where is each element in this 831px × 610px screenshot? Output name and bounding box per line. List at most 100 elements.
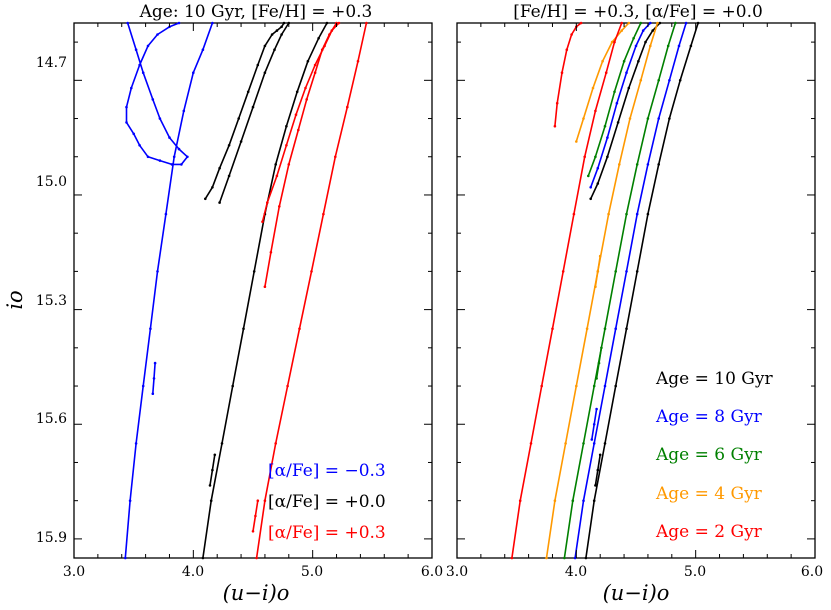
data-point [251,530,255,533]
series-line [264,22,338,287]
series-line [554,22,582,127]
data-point [177,147,181,151]
data-point [570,33,573,36]
data-point [565,48,569,51]
data-point [269,251,273,254]
data-point [635,270,639,273]
data-point [156,33,159,36]
data-point [595,407,598,411]
data-point [634,44,638,48]
data-point [356,59,360,63]
data-point [323,44,326,48]
legend-age-10: Age = 10 Gyr [655,369,773,389]
data-point [158,159,162,162]
data-point [346,105,349,109]
right-panel-title: [Fe/H] = +0.3, [α/Fe] = +0.0 [513,2,763,22]
data-point [270,33,274,36]
data-point [601,59,604,63]
data-point [125,121,128,124]
data-point [677,44,681,48]
data-point [590,438,594,441]
data-point [211,468,214,472]
right-tick-marks [456,23,816,558]
data-point [613,40,616,44]
data-point [644,40,647,44]
data-point [582,499,585,503]
left-y-tick-label: 14.7 [36,55,67,71]
data-point [138,144,141,147]
data-point [625,212,628,216]
left-panel-title: Age: 10 Gyr, [Fe/H] = +0.3 [139,2,373,22]
data-point [616,121,620,124]
data-point [628,117,632,120]
data-point [553,499,557,503]
data-point [151,392,155,396]
data-point [592,499,596,503]
data-point [246,90,250,94]
data-point [625,71,628,74]
legend-age-8: Age = 8 Gyr [655,407,763,427]
left-y-tick-label: 15.3 [36,293,67,309]
data-point [242,327,245,331]
right-x-tick-label: 4.0 [565,564,587,580]
data-point [563,556,566,560]
data-point [668,117,671,120]
data-point [625,327,628,331]
legend-age-2: Age = 2 Gyr [655,522,763,542]
data-point [575,140,578,143]
data-point [666,44,670,48]
data-point [646,163,650,166]
data-point [220,442,224,445]
data-point [651,29,654,32]
data-point [170,163,174,166]
data-point [674,21,677,25]
data-point [313,71,317,74]
series-line [261,22,340,222]
data-point [555,101,559,105]
data-point [132,132,135,136]
data-point [596,182,600,185]
data-point [282,21,286,25]
left-x-tick-label: 4.0 [182,564,204,580]
series-line [124,22,214,559]
series-line [575,22,630,142]
data-point [627,21,631,25]
legend-alpha-zero: [α/Fe] = +0.0 [268,492,386,512]
data-point [252,270,256,273]
data-point [589,186,592,189]
data-point [606,136,609,139]
data-point [239,140,243,143]
data-point [658,21,662,25]
data-point [596,166,600,170]
data-point [186,155,189,159]
data-point [177,21,181,25]
data-point [622,59,626,63]
data-point [141,384,145,388]
data-point [583,155,586,159]
data-point [656,21,659,25]
data-point [678,79,682,82]
data-point [594,285,597,289]
data-point [280,33,283,36]
data-point [153,361,157,365]
data-point [334,155,337,159]
data-point [280,25,283,29]
series-line [204,22,285,200]
series-line [574,22,687,559]
data-point [603,384,607,388]
data-point [613,90,616,94]
data-point [130,86,133,90]
legend-alpha-plus: [α/Fe] = +0.3 [268,523,386,543]
data-point [261,220,264,223]
data-point [646,117,650,120]
data-point [263,285,267,289]
data-point [657,117,660,120]
left-y-tick-label: 15.0 [36,174,67,190]
left-plot-frame [73,22,433,559]
data-point [545,556,548,560]
data-point [330,29,334,32]
data-point [297,128,300,132]
left-y-tick-label: 15.9 [36,530,67,546]
data-point [635,163,639,166]
data-point [294,113,298,116]
